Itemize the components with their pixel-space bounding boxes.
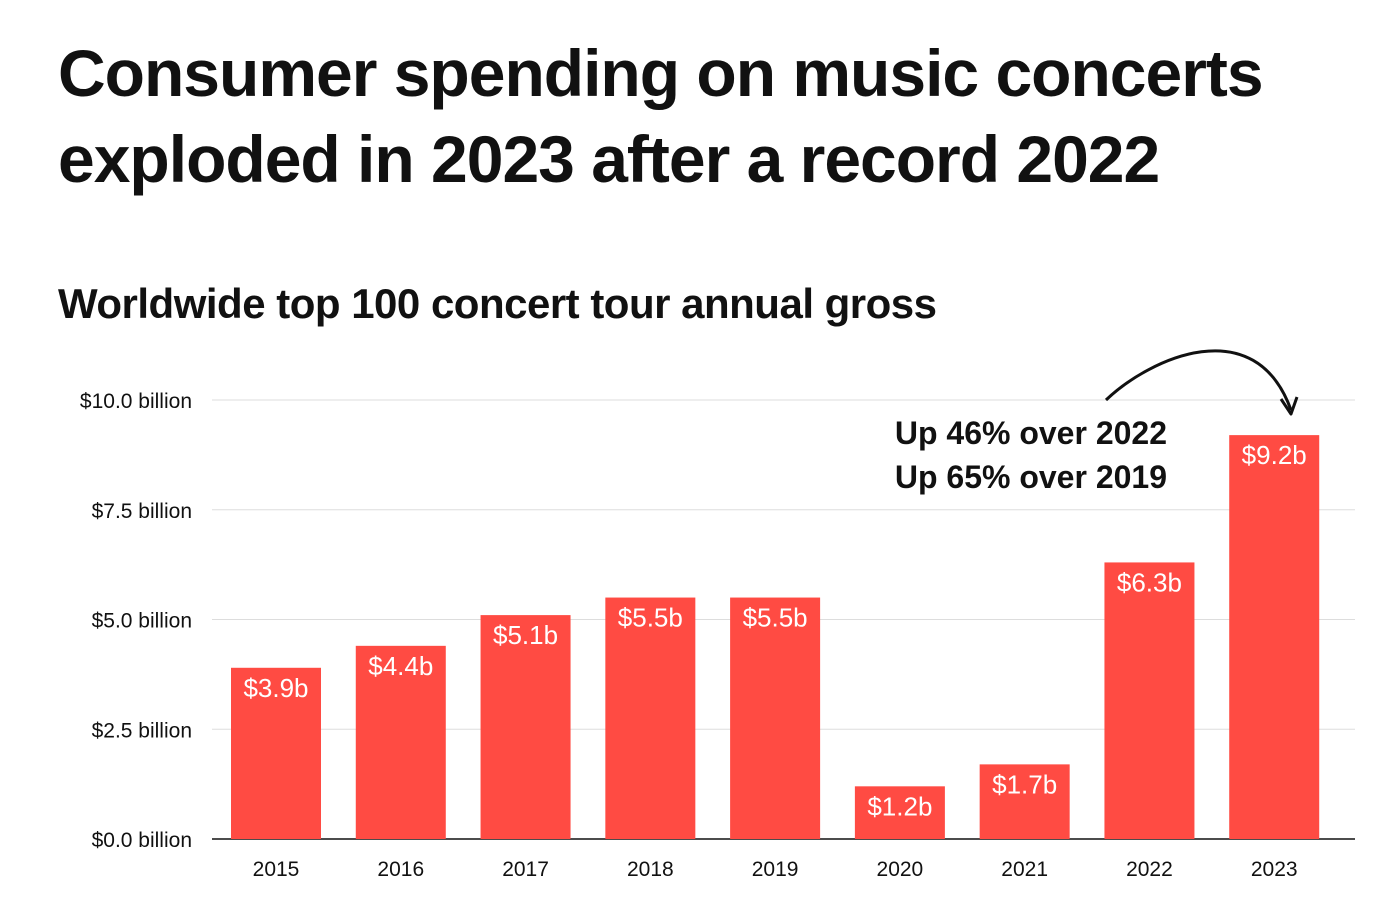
x-tick-label: 2018 <box>627 858 674 881</box>
bar <box>1104 562 1195 839</box>
bar-value-label: $3.9b <box>243 673 308 703</box>
bar <box>854 786 945 839</box>
x-tick-label: 2016 <box>377 858 424 881</box>
bar <box>231 667 321 839</box>
annotation-line-1: Up 46% over 2022 <box>895 415 1167 451</box>
x-tick-label: 2020 <box>877 858 924 881</box>
y-tick-label: $5.0 billion <box>92 610 192 633</box>
bar-value-label: $5.5b <box>618 603 683 633</box>
annotation-arrowhead-icon <box>1279 396 1299 416</box>
chart-subtitle: Worldwide top 100 concert tour annual gr… <box>58 280 937 327</box>
x-tick-label: 2023 <box>1251 858 1298 881</box>
bar <box>1229 435 1320 839</box>
annotation-arrow-curve <box>1104 349 1293 411</box>
x-tick-label: 2022 <box>1126 858 1173 881</box>
annotation: Up 46% over 2022 Up 65% over 2019 <box>895 349 1299 495</box>
chart-title: Consumer spending on music concerts expl… <box>58 30 1378 202</box>
bar-value-label: $6.3b <box>1117 567 1182 597</box>
bar <box>730 597 821 839</box>
x-tick-label: 2021 <box>1001 858 1048 881</box>
y-tick-label: $2.5 billion <box>92 719 192 742</box>
bar-value-label: $1.7b <box>992 769 1057 799</box>
y-tick-label: $0.0 billion <box>92 829 192 852</box>
bars <box>231 435 1320 839</box>
annotation-line-2: Up 65% over 2019 <box>895 459 1167 495</box>
bar <box>355 645 446 839</box>
x-tick-label: 2019 <box>752 858 799 881</box>
bar-value-label: $1.2b <box>867 791 932 821</box>
bar <box>979 764 1070 839</box>
bar-value-label: $5.1b <box>493 620 558 650</box>
y-tick-label: $10.0 billion <box>80 390 192 413</box>
x-tick-label: 2015 <box>253 858 300 881</box>
bar <box>480 615 571 839</box>
x-tick-label: 2017 <box>502 858 549 881</box>
y-tick-label: $7.5 billion <box>92 500 192 523</box>
bar-value-label: $5.5b <box>743 603 808 633</box>
labels: $0.0 billion $2.5 billion $5.0 billion $7.5… <box>80 390 1307 881</box>
title-line-2: exploded in 2023 after a record 2022 <box>58 122 1160 196</box>
bar-value-label: $4.4b <box>368 651 433 681</box>
bar-value-label: $9.2b <box>1242 440 1307 470</box>
title-line-1: Consumer spending on music concerts <box>58 36 1264 110</box>
bar <box>605 597 696 839</box>
